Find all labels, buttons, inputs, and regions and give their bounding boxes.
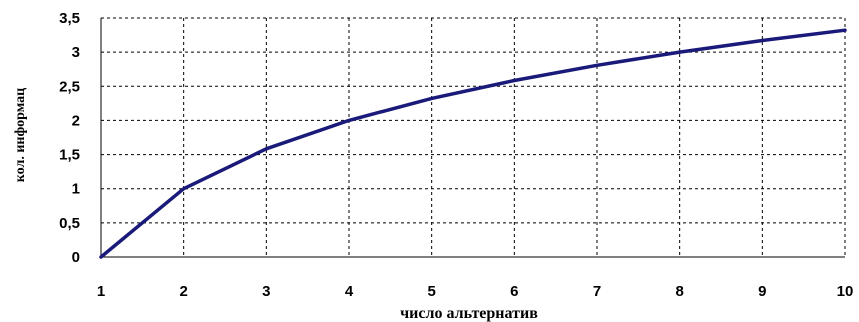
x-tick-label: 4 <box>345 283 354 300</box>
y-tick-label: 3 <box>72 44 80 61</box>
data-point <box>182 187 186 191</box>
y-tick-label: 1 <box>72 181 80 198</box>
y-tick-label: 2 <box>72 112 80 129</box>
data-point <box>512 78 516 82</box>
y-tick-label: 0,5 <box>59 215 80 232</box>
data-point <box>347 118 351 122</box>
series-line-0 <box>99 28 847 259</box>
x-tick-label: 3 <box>262 283 270 300</box>
grid <box>100 17 846 258</box>
data-point <box>843 28 847 32</box>
x-tick-label: 9 <box>758 283 766 300</box>
x-tick-label: 5 <box>427 283 435 300</box>
data-point <box>595 63 599 67</box>
x-tick-label: 10 <box>837 283 854 300</box>
series-layer <box>99 28 847 259</box>
x-tick-label: 7 <box>593 283 601 300</box>
x-tick-label: 8 <box>675 283 683 300</box>
data-point <box>264 147 268 151</box>
x-tick-label: 1 <box>97 283 105 300</box>
y-axis-label: кол. информац <box>13 88 28 182</box>
x-tick-label: 2 <box>179 283 187 300</box>
y-tick-label: 0 <box>72 249 80 266</box>
x-axis-label: число альтернатив <box>400 305 538 322</box>
y-tick-label: 1,5 <box>59 147 80 164</box>
data-point <box>760 39 764 43</box>
data-point <box>678 50 682 54</box>
data-point <box>99 255 103 259</box>
x-tick-label: 6 <box>510 283 518 300</box>
y-tick-label: 2,5 <box>59 78 80 95</box>
data-point <box>430 96 434 100</box>
y-tick-label: 3,5 <box>59 10 80 27</box>
tick-labels: 1 2 3 4 5 6 7 8 9 10 0 0,5 1 1,5 2 2,5 3 3,5 <box>59 10 853 300</box>
